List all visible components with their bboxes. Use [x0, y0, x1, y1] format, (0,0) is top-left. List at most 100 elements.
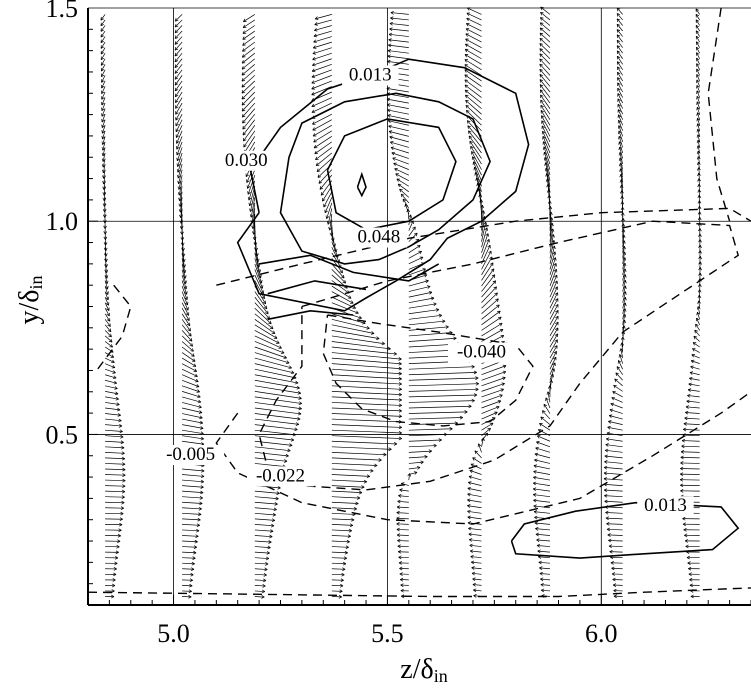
vector-arrow-755 — [606, 521, 623, 526]
vector-head-175 — [179, 226, 184, 230]
vector-head-347 — [398, 436, 402, 441]
vector-shaft-792 — [622, 308, 626, 320]
vector-shaft-835 — [617, 71, 623, 82]
vector-head-659 — [533, 464, 538, 468]
vector-head-422 — [314, 22, 318, 26]
vector-head-56 — [105, 291, 109, 295]
vector-shaft-126 — [182, 485, 204, 488]
vector-head-541 — [468, 532, 472, 537]
vector-shaft-520 — [387, 61, 409, 65]
vector-arrow-389 — [325, 202, 333, 219]
vector-shaft-820 — [619, 152, 624, 165]
vector-shaft-559 — [481, 427, 491, 436]
vector-head-23 — [122, 467, 126, 472]
vector-shaft-542 — [468, 528, 482, 531]
vector-head-304 — [241, 95, 246, 100]
vector-shaft-124 — [182, 496, 203, 499]
vector-arrow-308 — [241, 64, 256, 76]
vector-arrow-0 — [105, 594, 115, 599]
vector-arrow-885 — [687, 388, 700, 392]
vector-shaft-209 — [174, 25, 183, 34]
vector-arrow-109 — [182, 578, 193, 583]
vector-shaft-398 — [315, 152, 333, 166]
vector-arrow-848 — [690, 594, 700, 599]
vector-head-873 — [680, 455, 684, 460]
vector-head-279 — [253, 242, 258, 246]
vector-shaft-388 — [327, 208, 333, 225]
vector-arrow-18 — [105, 495, 125, 499]
vector-head-824 — [618, 130, 622, 135]
vector-shaft-438 — [396, 517, 409, 520]
vector-shaft-801 — [622, 257, 626, 270]
vector-arrow-258 — [254, 341, 285, 354]
vector-shaft-473 — [408, 320, 446, 326]
vector-arrow-404 — [312, 119, 332, 131]
vector-shaft-774 — [609, 415, 623, 420]
vector-head-495 — [400, 193, 405, 198]
vector-head-332 — [351, 517, 355, 522]
vector-arrow-157 — [181, 313, 191, 327]
vector-shaft-926 — [697, 156, 701, 165]
vector-head-319 — [339, 589, 343, 594]
y-tick-label-0: 0.5 — [46, 420, 79, 449]
vector-arrow-388 — [326, 208, 333, 225]
vector-arrow-110 — [182, 572, 194, 577]
vector-shaft-236 — [254, 463, 286, 467]
vector-shaft-664 — [537, 435, 551, 442]
vector-shaft-752 — [608, 540, 623, 542]
vector-shaft-942 — [696, 68, 700, 76]
vector-arrow-933 — [696, 117, 701, 126]
vector-shaft-762 — [603, 484, 623, 486]
vector-shaft-667 — [540, 416, 551, 425]
vector-arrow-635 — [466, 7, 482, 15]
vector-arrow-361 — [331, 357, 402, 366]
vector-shaft-105 — [100, 14, 106, 21]
vector-shaft-922 — [698, 178, 701, 187]
vector-head-149 — [192, 363, 197, 367]
vector-head-558 — [484, 432, 488, 437]
vector-shaft-459 — [408, 400, 475, 403]
vector-shaft-715 — [543, 141, 551, 159]
vector-arrow-606 — [471, 156, 482, 176]
vector-shaft-562 — [481, 411, 498, 420]
vector-shaft-537 — [470, 556, 482, 559]
vector-shaft-310 — [241, 52, 256, 64]
vector-arrow-858 — [684, 539, 700, 543]
dashed-contour-1 — [258, 220, 740, 491]
vector-arrow-285 — [249, 191, 256, 212]
vector-shaft-502 — [392, 157, 409, 165]
vector-shaft-531 — [473, 589, 482, 592]
vector-head-871 — [680, 466, 684, 471]
vector-arrow-830 — [617, 98, 623, 109]
vector-head-117 — [195, 534, 199, 538]
vector-shaft-611 — [468, 130, 482, 148]
vector-head-426 — [400, 583, 404, 588]
vector-head-653 — [533, 498, 537, 503]
vector-head-730 — [539, 63, 543, 68]
vector-head-646 — [536, 538, 540, 542]
vector-head-92 — [101, 90, 105, 95]
vector-arrow-309 — [241, 58, 256, 70]
vector-shaft-949 — [695, 30, 700, 37]
vector-arrow-275 — [254, 247, 261, 268]
vector-shaft-22 — [105, 474, 126, 476]
vector-head-648 — [535, 527, 539, 531]
vector-head-952 — [695, 14, 700, 18]
vector-shaft-526 — [389, 28, 409, 32]
vector-head-145 — [195, 384, 200, 388]
vector-shaft-624 — [464, 64, 482, 76]
vector-head-686 — [555, 304, 559, 308]
vector-shaft-723 — [540, 99, 551, 115]
vector-head-898 — [696, 311, 700, 316]
vector-arrow-504 — [390, 146, 409, 154]
vector-arrow-422 — [314, 19, 332, 26]
vector-arrow-951 — [695, 19, 700, 26]
vector-shaft-506 — [389, 136, 409, 143]
vector-head-660 — [534, 458, 538, 463]
vector-arrow-752 — [608, 538, 623, 543]
vector-head-67 — [103, 231, 108, 235]
vector-arrow-316 — [242, 19, 256, 28]
vector-arrow-470 — [408, 336, 457, 342]
vector-arrow-678 — [549, 351, 557, 364]
vector-shaft-687 — [549, 298, 559, 314]
